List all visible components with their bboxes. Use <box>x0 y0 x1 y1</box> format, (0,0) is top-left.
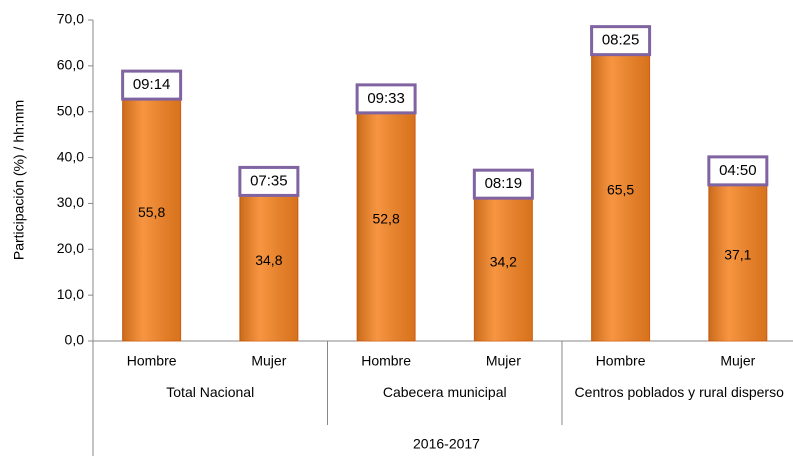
annotation: 09:33 <box>367 90 405 107</box>
x-tick-label: Hombre <box>127 353 177 369</box>
annotation-box <box>472 168 534 200</box>
value-label: 65,5 <box>607 182 634 198</box>
y-tick-label: 60,0 <box>57 57 84 73</box>
bar-shade <box>122 85 181 341</box>
y-tick-label: 10,0 <box>57 286 84 302</box>
annotation: 04:50 <box>719 162 757 179</box>
y-tick-label: 0,0 <box>65 332 85 348</box>
annotation-box <box>355 83 417 115</box>
bar-shade <box>357 98 416 341</box>
x-axis-title: 2016-2017 <box>413 436 480 452</box>
x-tick-label: Mujer <box>251 353 286 369</box>
x-tick-label: Hombre <box>361 353 411 369</box>
annotation: 07:35 <box>250 172 288 189</box>
bar-shade <box>591 40 650 342</box>
bar-shade <box>474 184 533 341</box>
annotation: 08:19 <box>485 175 523 192</box>
annotation-box <box>121 69 183 101</box>
value-label: 34,8 <box>255 252 282 268</box>
y-tick-label: 20,0 <box>57 240 84 256</box>
value-label: 34,2 <box>490 253 517 269</box>
bar-shade <box>708 170 767 341</box>
annotation: 09:14 <box>133 76 171 93</box>
value-label: 37,1 <box>724 247 751 263</box>
bar-shade <box>239 181 298 341</box>
annotation: 08:25 <box>602 32 640 49</box>
annotation-box <box>707 155 769 187</box>
value-label: 52,8 <box>372 211 399 227</box>
group-label: Centros poblados y rural disperso <box>575 384 785 400</box>
y-tick-label: 50,0 <box>57 102 84 118</box>
x-tick-label: Mujer <box>720 353 755 369</box>
y-axis-title: Participación (%) / hh:mm <box>11 100 27 260</box>
x-tick-label: Mujer <box>486 353 521 369</box>
value-label: 55,8 <box>138 204 165 220</box>
y-tick-label: 40,0 <box>57 148 84 164</box>
annotation-box <box>590 25 652 57</box>
y-tick-label: 70,0 <box>57 11 84 27</box>
x-tick-label: Hombre <box>596 353 646 369</box>
annotation-box <box>238 165 300 197</box>
y-tick-label: 30,0 <box>57 194 84 210</box>
group-label: Cabecera municipal <box>383 384 507 400</box>
group-label: Total Nacional <box>166 384 254 400</box>
